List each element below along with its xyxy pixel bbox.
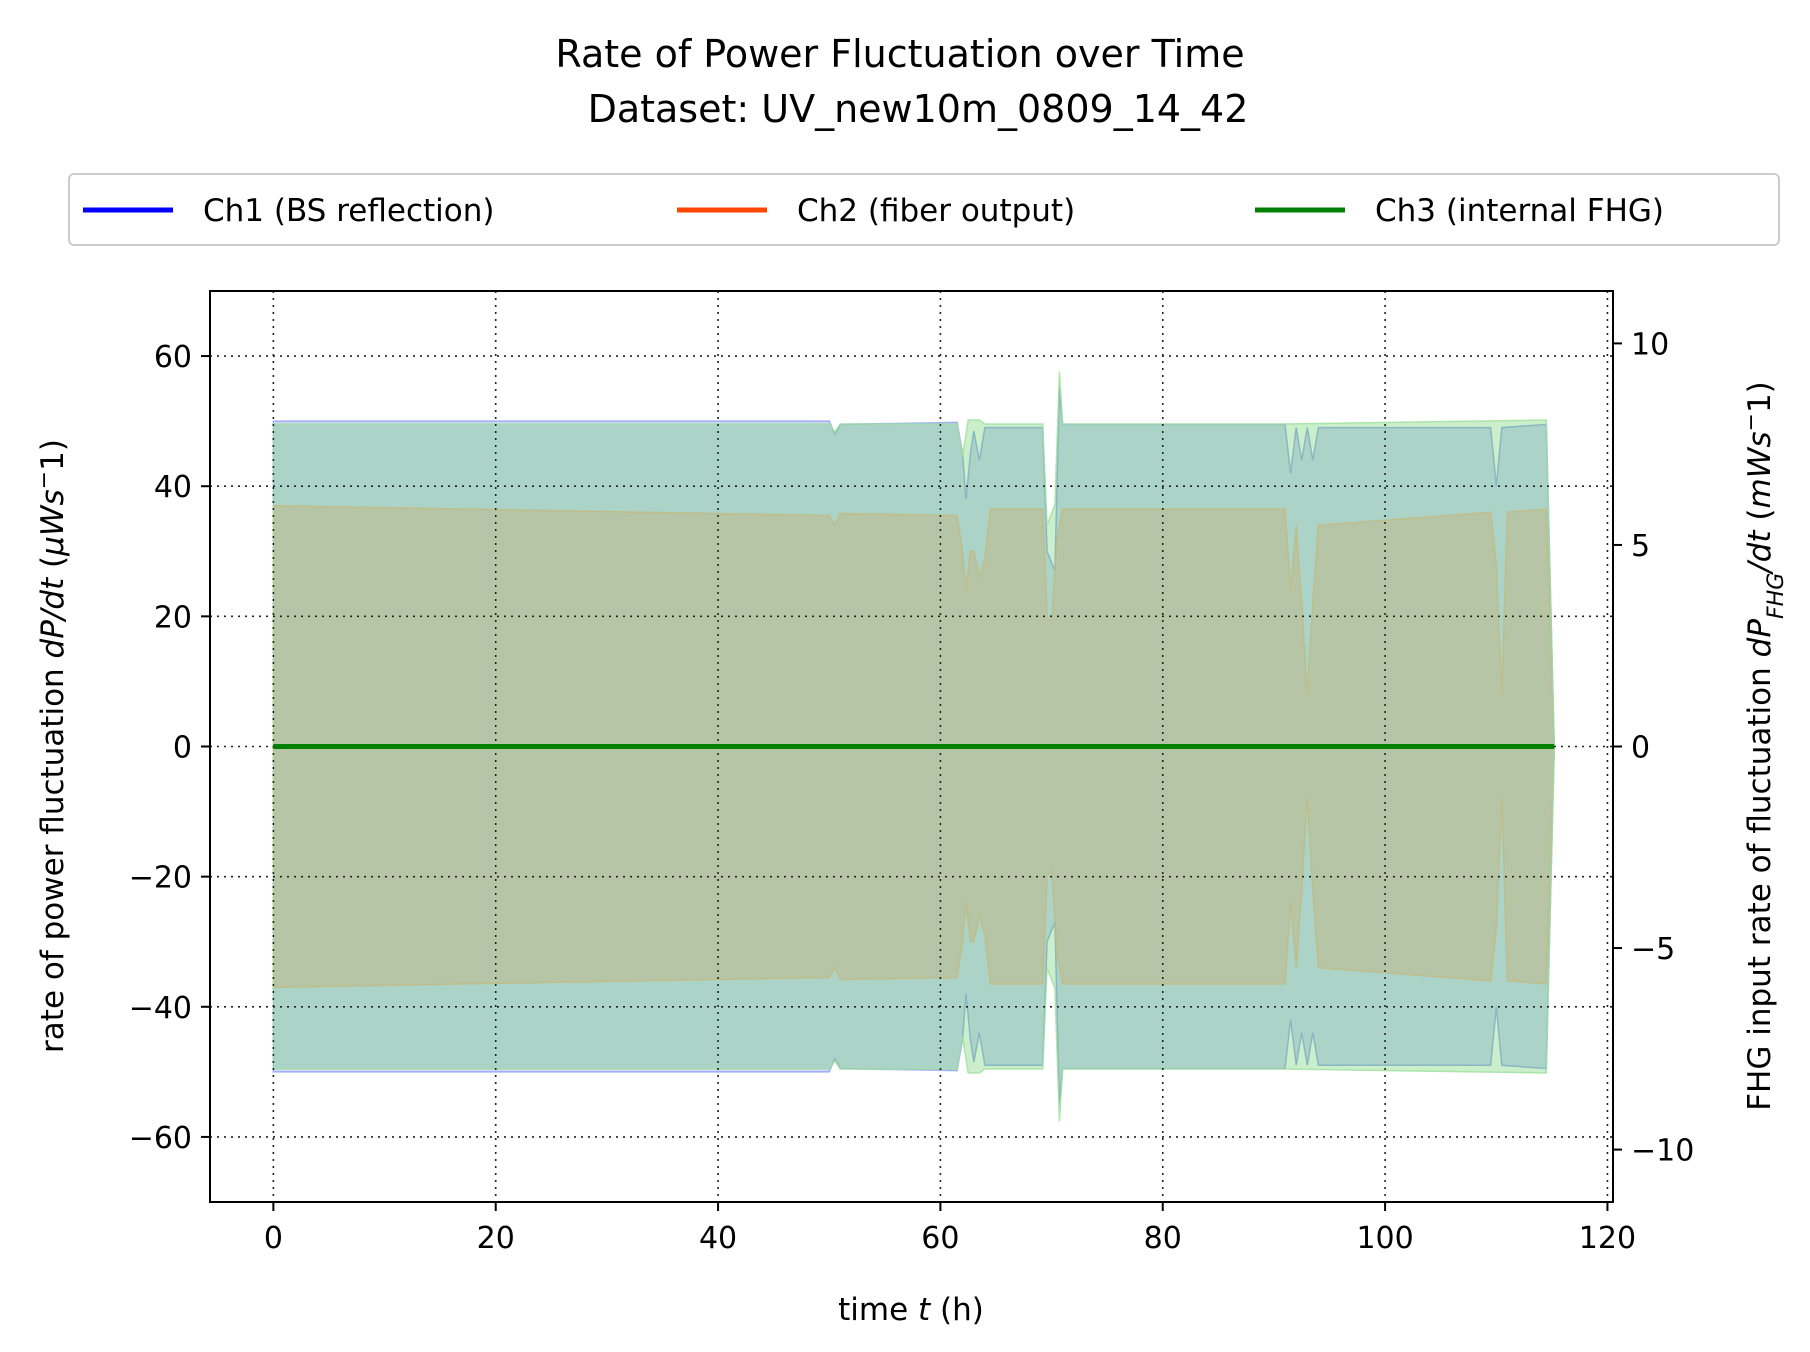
y-right-tick-label: −5 [1631, 932, 1675, 967]
x-axis-label: time t (h) [838, 1292, 984, 1328]
y-left-tick-label: 60 [154, 340, 192, 375]
y-left-ticks: −60 −40 −20 0 20 40 60 [129, 340, 210, 1156]
legend: Ch1 (BS reflection) Ch2 (fiber output) C… [68, 173, 1780, 246]
y-left-tick-label: −20 [129, 861, 192, 896]
y-right-tick-label: −10 [1631, 1134, 1694, 1169]
legend-label-ch3: Ch3 (internal FHG) [1375, 193, 1664, 229]
legend-box [68, 173, 1780, 246]
chart-title: Rate of Power Fluctuation over Time [555, 32, 1244, 76]
y-left-tick-label: 0 [173, 731, 192, 766]
y-left-axis-label: rate of power fluctuation dP/dt (μWs−1) [32, 439, 72, 1053]
y-right-tick-label: 10 [1631, 327, 1669, 362]
chart-subtitle: Dataset: UV_new10m_0809_14_42 [588, 87, 1249, 131]
y-left-tick-label: 20 [154, 600, 192, 635]
x-ticks: 0 20 40 60 80 100 120 [264, 1202, 1636, 1256]
y-left-tick-label: −40 [129, 991, 192, 1026]
x-tick-label: 80 [1144, 1221, 1182, 1256]
legend-label-ch2: Ch2 (fiber output) [797, 193, 1075, 229]
x-tick-label: 0 [264, 1221, 283, 1256]
y-right-ticks: −10 −5 0 5 10 [1613, 327, 1694, 1169]
x-tick-label: 60 [921, 1221, 959, 1256]
x-tick-label: 120 [1579, 1221, 1636, 1256]
x-tick-label: 40 [699, 1221, 737, 1256]
x-tick-label: 20 [477, 1221, 515, 1256]
y-right-tick-label: 5 [1631, 529, 1650, 564]
y-left-tick-label: 40 [154, 470, 192, 505]
x-tick-label: 100 [1356, 1221, 1413, 1256]
y-right-tick-label: 0 [1631, 731, 1650, 766]
y-left-tick-label: −60 [129, 1121, 192, 1156]
y-right-axis-label: FHG input rate of fluctuation dPFHG/dt (… [1739, 381, 1789, 1111]
legend-label-ch1: Ch1 (BS reflection) [203, 193, 494, 229]
